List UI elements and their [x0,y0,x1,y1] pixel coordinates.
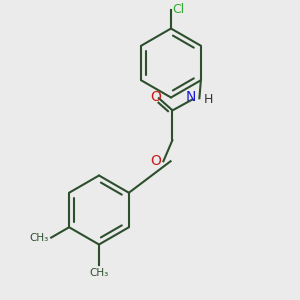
Text: O: O [150,90,161,104]
Text: H: H [204,93,213,106]
Text: Cl: Cl [172,3,185,16]
Text: N: N [186,90,196,104]
Text: CH₃: CH₃ [89,268,109,278]
Text: CH₃: CH₃ [29,232,48,243]
Text: O: O [150,154,161,168]
